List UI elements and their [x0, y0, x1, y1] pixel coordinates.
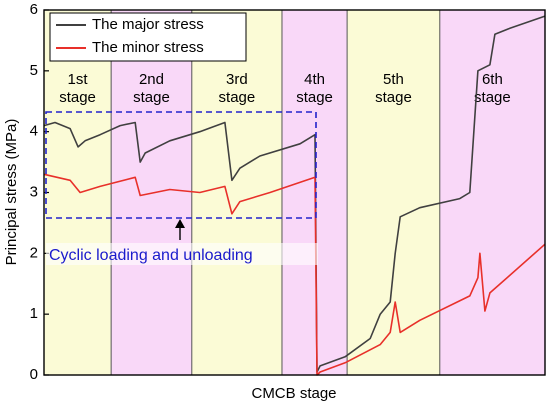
annotation-box — [45, 111, 317, 219]
y-tick-label: 5 — [30, 62, 38, 79]
legend-box — [49, 12, 247, 62]
stage-band — [191, 10, 282, 375]
stage-label: stage — [375, 89, 412, 106]
stage-band — [347, 10, 440, 375]
stage-band — [44, 10, 112, 375]
stage-label: 2nd — [139, 71, 164, 88]
annotation-arrowhead — [175, 219, 185, 228]
stage-label: 6th — [482, 71, 503, 88]
y-tick-label: 2 — [30, 244, 38, 261]
stage-band — [439, 10, 545, 375]
stage-label: stage — [133, 89, 170, 106]
y-tick-label: 3 — [30, 183, 38, 200]
stage-label: 5th — [383, 71, 404, 88]
legend-label: The minor stress — [92, 39, 204, 56]
stage-label: 3rd — [226, 71, 248, 88]
y-axis-label: Principal stress (MPa) — [3, 119, 20, 266]
plot-frame — [43, 9, 546, 376]
x-axis-label: CMCB stage — [251, 385, 336, 402]
stage-label: 1st — [68, 71, 89, 88]
stage-label: 4th — [304, 71, 325, 88]
legend-label: The major stress — [92, 16, 204, 33]
y-tick-label: 4 — [30, 123, 38, 140]
stage-label: stage — [296, 89, 333, 106]
y-tick-label: 0 — [30, 366, 38, 383]
annotation: Cyclic loading and unloading — [49, 247, 253, 264]
stage-label: stage — [59, 89, 96, 106]
y-tick-label: 1 — [30, 305, 38, 322]
stage-label: stage — [474, 89, 511, 106]
annotation-bg — [46, 243, 318, 265]
stage-label: stage — [219, 89, 256, 106]
y-tick-label: 6 — [30, 1, 38, 18]
series-line — [43, 15, 546, 373]
